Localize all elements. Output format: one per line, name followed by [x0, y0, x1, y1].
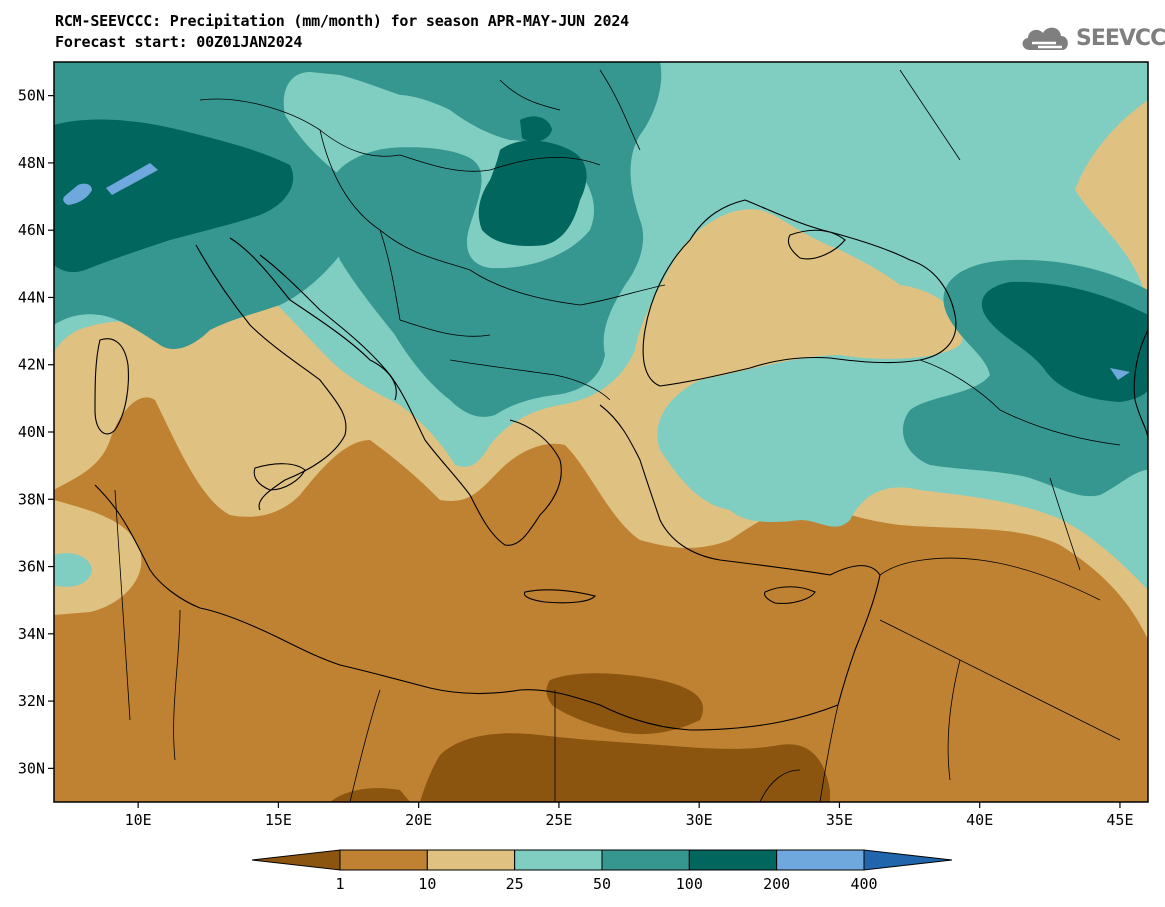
colorbar-label: 200: [763, 875, 790, 893]
colorbar: 1 10 25 50 100 200 400: [251, 849, 953, 893]
colorbar-label: 10: [418, 875, 436, 893]
colorbar-label: 400: [850, 875, 877, 893]
colorbar-label: 100: [676, 875, 703, 893]
colorbar-segment: [339, 849, 428, 871]
lat-label: 36N: [18, 558, 45, 576]
lon-label: 40E: [966, 811, 993, 829]
lon-label: 20E: [405, 811, 432, 829]
zone-200-400: [1110, 368, 1130, 380]
colorbar-segment: [688, 849, 778, 871]
lat-axis: 50N 48N 46N 44N 42N 40N 38N 36N 34N 32N 30N: [18, 87, 54, 777]
lon-label: 10E: [125, 811, 152, 829]
lat-label: 48N: [18, 154, 45, 172]
colorbar-lower-arrow: [251, 849, 341, 871]
lon-label: 45E: [1106, 811, 1133, 829]
lon-axis: 10E 15E 20E 25E 30E 35E 40E 45E: [125, 802, 1133, 829]
cloud-icon: [1022, 27, 1068, 50]
colorbar-label: 50: [593, 875, 611, 893]
zone-lt1: [420, 733, 830, 802]
logo-text: SEEVCCC: [1076, 25, 1165, 51]
colorbar-label: 1: [335, 875, 344, 893]
zone-lt1: [546, 673, 704, 735]
coastlines: [94, 199, 1148, 731]
zone-200-400: [106, 163, 158, 195]
lat-label: 50N: [18, 87, 45, 105]
lon-label: 15E: [265, 811, 292, 829]
zone-100-200: [230, 149, 268, 176]
lat-label: 46N: [18, 221, 45, 239]
map-field: [54, 62, 1148, 802]
zone-10-25: [54, 500, 142, 615]
seevccc-logo: SEEVCCC: [1018, 22, 1165, 54]
colorbar-segment: [426, 849, 516, 871]
zone-25-50: [54, 553, 92, 587]
zone-100-200: [981, 281, 1148, 402]
borders: [114, 69, 1121, 802]
zone-lt1: [330, 788, 410, 802]
lon-label: 30E: [686, 811, 713, 829]
lat-label: 42N: [18, 356, 45, 374]
lon-label: 25E: [545, 811, 572, 829]
lat-label: 40N: [18, 423, 45, 441]
forecast-start: Forecast start: 00Z01JAN2024: [55, 33, 303, 51]
colorbar-upper-arrow: [863, 849, 953, 871]
map-title: RCM-SEEVCCC: Precipitation (mm/month) fo…: [55, 12, 629, 30]
lon-label: 35E: [826, 811, 853, 829]
lat-label: 34N: [18, 625, 45, 643]
lat-label: 30N: [18, 759, 45, 777]
zone-100-200: [520, 116, 552, 142]
lat-label: 32N: [18, 692, 45, 710]
lat-label: 38N: [18, 490, 45, 508]
lat-label: 44N: [18, 288, 45, 306]
colorbar-segment: [776, 849, 865, 871]
zone-100-200: [478, 140, 587, 247]
colorbar-segment: [514, 849, 603, 871]
zone-200-400: [63, 183, 92, 205]
colorbar-label: 25: [506, 875, 524, 893]
colorbar-segment: [601, 849, 690, 871]
